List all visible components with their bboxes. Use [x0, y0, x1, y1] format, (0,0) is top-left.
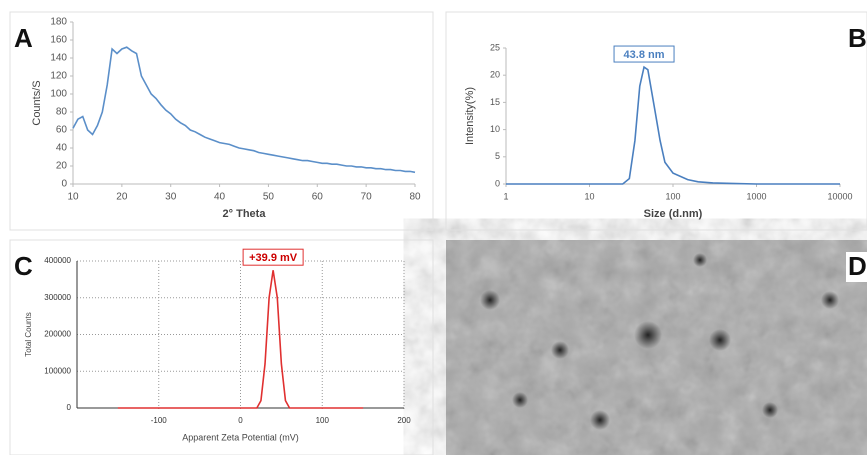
x-tick-label: 20	[116, 192, 128, 203]
x-tick-label: 1000	[746, 191, 766, 201]
x-axis-title: Apparent Zeta Potential (mV)	[182, 432, 299, 442]
y-tick-label: 400000	[44, 256, 71, 265]
chart-panel: 0 5 10 15 20 25 1 10 100 1000 10000 Size (d.nm) Inte…	[446, 12, 867, 230]
y-tick-label: 100000	[44, 366, 71, 375]
x-tick-label: 0	[238, 416, 243, 425]
x-tick-label: 30	[165, 192, 177, 203]
y-tick-label: 0	[495, 178, 500, 188]
y-tick-label: 200000	[44, 330, 71, 339]
y-tick-label: 40	[56, 143, 68, 154]
y-tick-label: 180	[50, 17, 67, 28]
panel-label: C	[14, 251, 33, 281]
x-tick-label: 1	[503, 191, 508, 201]
panel-label: A	[14, 23, 33, 53]
tem-texture	[446, 240, 867, 455]
y-tick-label: 5	[495, 151, 500, 161]
particle	[590, 410, 610, 430]
y-axis-title: Counts/S	[31, 80, 43, 125]
x-tick-label: 200	[397, 416, 411, 425]
x-tick-label: 10000	[827, 191, 852, 201]
particle	[551, 341, 569, 359]
y-tick-label: 15	[490, 97, 500, 107]
particle	[693, 253, 707, 267]
y-tick-label: 20	[490, 70, 500, 80]
y-tick-label: 140	[50, 53, 67, 64]
page: D 02040608010012014016018010203040506070…	[0, 0, 867, 460]
x-tick-label: 40	[214, 192, 226, 203]
x-tick-label: 100	[665, 191, 680, 201]
annotation: 43.8 nm	[624, 49, 665, 61]
y-tick-label: 120	[50, 71, 67, 82]
panel-frame	[10, 240, 433, 455]
tem-panel: D	[446, 240, 867, 455]
particle	[821, 291, 839, 309]
y-tick-label: 0	[67, 403, 72, 412]
panel-label: B	[848, 23, 867, 53]
y-tick-label: 100	[50, 89, 67, 100]
y-tick-label: 25	[490, 42, 500, 52]
annotation: +39.9 mV	[249, 252, 298, 264]
x-tick-label: 80	[409, 192, 421, 203]
y-tick-label: 20	[56, 161, 68, 172]
panel-label: D	[848, 251, 867, 281]
y-axis-title: Intensity(%)	[464, 87, 476, 145]
figure: D 02040608010012014016018010203040506070…	[0, 0, 867, 455]
chart-panel: 0 20 40 60 80 100 120 140 160 180 10 20 30 40 50 60 70 80…	[10, 12, 433, 230]
data-line	[506, 67, 840, 184]
x-axis-title: Size (d.nm)	[644, 208, 703, 220]
x-tick-label: 60	[312, 192, 324, 203]
y-tick-label: 160	[50, 35, 67, 46]
y-axis-title: Total Counts	[24, 312, 33, 356]
x-tick-label: 10	[584, 191, 594, 201]
y-tick-label: 0	[61, 179, 67, 190]
y-tick-label: 60	[56, 125, 68, 136]
particle	[512, 392, 528, 408]
particle	[709, 329, 731, 351]
particle	[634, 321, 662, 349]
particle	[762, 402, 778, 418]
chart-panel: 0 100000 200000 300000 400000 -100 0 100 200 Appa…	[10, 240, 433, 455]
plot-area	[77, 261, 404, 408]
x-axis-title: 2° Theta	[223, 208, 267, 220]
y-tick-label: 80	[56, 107, 68, 118]
y-tick-label: 10	[490, 124, 500, 134]
x-tick-label: 50	[263, 192, 275, 203]
x-tick-label: 100	[316, 416, 330, 425]
x-tick-label: -100	[151, 416, 168, 425]
particle	[480, 290, 500, 310]
data-line	[73, 47, 415, 172]
y-tick-label: 300000	[44, 293, 71, 302]
x-tick-label: 70	[361, 192, 373, 203]
x-tick-label: 10	[67, 192, 79, 203]
